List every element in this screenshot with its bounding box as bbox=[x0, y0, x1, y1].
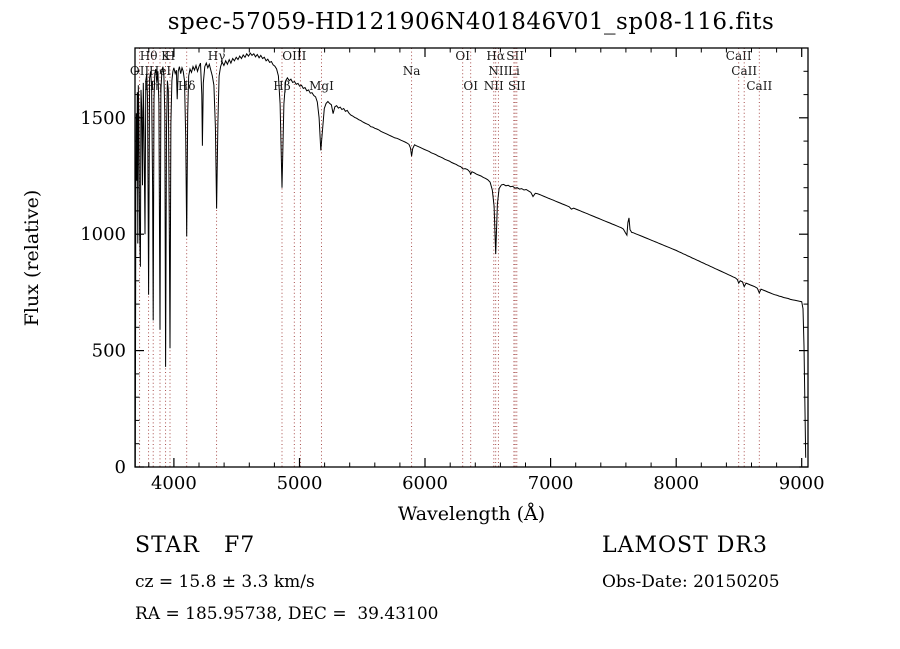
ra-dec-text: RA = 185.95738, DEC = 39.43100 bbox=[135, 604, 439, 624]
spectral-line-label: CaII bbox=[731, 64, 757, 78]
spectral-line-label: OI bbox=[455, 49, 470, 63]
spectral-line-label: Hδ bbox=[178, 79, 196, 93]
y-tick-label: 1000 bbox=[80, 224, 126, 245]
x-tick-label: 4000 bbox=[151, 473, 197, 494]
survey-text: LAMOST DR3 bbox=[602, 533, 768, 558]
x-tick-label: 9000 bbox=[779, 473, 825, 494]
spectral-line-label: Li bbox=[508, 64, 520, 78]
spectral-line-label: Hγ bbox=[208, 49, 226, 63]
spectral-line-label: HeI bbox=[149, 64, 172, 78]
plot-frame bbox=[134, 47, 809, 468]
spectrum-trace bbox=[134, 52, 807, 468]
y-tick-label: 1500 bbox=[80, 108, 126, 129]
y-tick-label: 500 bbox=[92, 341, 126, 362]
x-tick-label: 7000 bbox=[528, 473, 574, 494]
spectral-line-label: Hη bbox=[144, 79, 162, 93]
spectral-line-label: K bbox=[161, 49, 171, 63]
spectral-line-label: Hβ bbox=[273, 79, 290, 93]
spectral-line-label: NII bbox=[488, 64, 508, 78]
spectral-line-label: H bbox=[165, 49, 175, 63]
x-tick-label: 8000 bbox=[653, 473, 699, 494]
cz-text: cz = 15.8 ± 3.3 km/s bbox=[135, 572, 315, 592]
spectral-line-label: OIII bbox=[282, 49, 306, 63]
spectral-line-label: NII bbox=[484, 79, 504, 93]
x-axis-label: Wavelength (Å) bbox=[397, 503, 546, 525]
y-tick-label: 0 bbox=[115, 457, 126, 478]
spectral-line-label: Hα bbox=[486, 49, 505, 63]
plot-title: spec-57059-HD121906N401846V01_sp08-116.f… bbox=[167, 9, 775, 35]
spectral-line-label: SII bbox=[508, 79, 526, 93]
spectral-line-label: SII bbox=[506, 49, 524, 63]
obs-date-text: Obs-Date: 20150205 bbox=[602, 572, 780, 592]
spectral-line-label: Na bbox=[403, 64, 421, 78]
spectral-line-label: CaII bbox=[746, 79, 772, 93]
classification-text: STAR F7 bbox=[135, 533, 256, 558]
spectral-line-label: OI bbox=[463, 79, 478, 93]
y-axis-label: Flux (relative) bbox=[21, 189, 43, 327]
spectral-line-label: MgI bbox=[309, 79, 334, 93]
spectral-line-label: CaII bbox=[726, 49, 752, 63]
x-tick-label: 5000 bbox=[277, 473, 323, 494]
x-tick-label: 6000 bbox=[402, 473, 448, 494]
